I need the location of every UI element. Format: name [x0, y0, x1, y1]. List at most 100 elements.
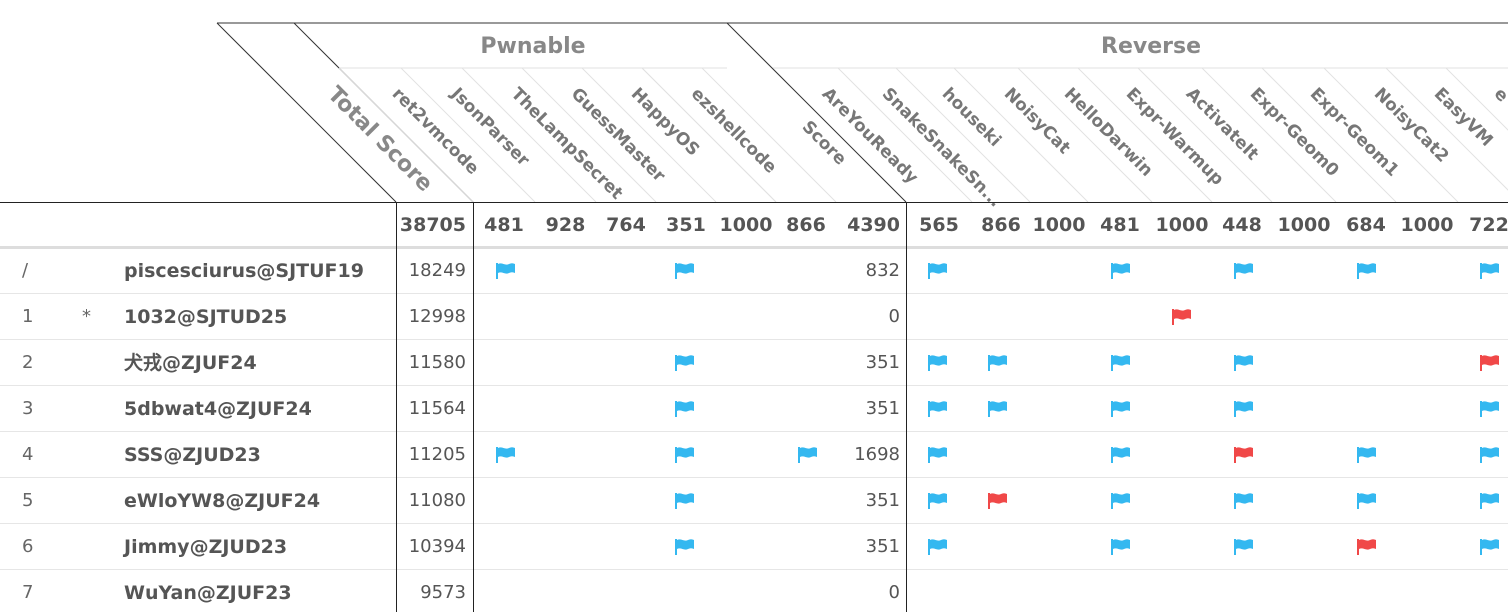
user-total-score: 9573: [420, 582, 466, 603]
first-blood-flag-icon: [1234, 447, 1253, 463]
reverse-column-divider: [1017, 67, 1153, 203]
reverse-column-divider: [837, 67, 973, 203]
column-separator: [906, 202, 907, 612]
solved-flag-icon: [675, 355, 694, 371]
user-total-score: 11564: [408, 398, 466, 419]
user-total-score: 18249: [408, 260, 466, 281]
challenge-points: 928: [545, 214, 586, 236]
pwn-column-divider: [400, 67, 536, 203]
user-name[interactable]: eWloYW8@ZJUF24: [124, 490, 321, 512]
user-name[interactable]: SSS@ZJUD23: [124, 444, 261, 466]
challenge-points: 1000: [1032, 214, 1086, 236]
header-diagonal-lines: [216, 22, 1508, 203]
rank: /: [22, 260, 29, 281]
pwn-score-total: 4390: [847, 214, 900, 236]
first-blood-flag-icon: [1480, 355, 1499, 371]
solved-flag-icon: [1234, 493, 1253, 509]
challenge-points: 684: [1346, 214, 1386, 236]
rank: 5: [22, 490, 34, 511]
reverse-column-divider: [1323, 67, 1459, 203]
solved-flag-icon: [496, 447, 515, 463]
rank: 3: [22, 398, 34, 419]
solved-flag-icon: [496, 263, 515, 279]
solved-flag-icon: [1480, 493, 1499, 509]
first-blood-flag-icon: [1357, 539, 1376, 555]
solved-flag-icon: [928, 447, 947, 463]
reverse-column-divider: [895, 67, 1031, 203]
solved-flag-icon: [1357, 447, 1376, 463]
column-separator: [473, 202, 474, 612]
row-divider: [0, 339, 1508, 340]
challenge-points: 565: [919, 214, 959, 236]
solved-flag-icon: [675, 401, 694, 417]
user-name[interactable]: Jimmy@ZJUD23: [124, 536, 288, 558]
challenge-points: 866: [786, 214, 826, 236]
row-divider: [0, 431, 1508, 432]
rank: 1: [22, 306, 34, 327]
solved-flag-icon: [1234, 401, 1253, 417]
reverse-column-divider: [1137, 67, 1273, 203]
user-pwn-score: 832: [865, 260, 900, 281]
user-total-score: 12998: [408, 306, 466, 327]
reverse-column-divider: [953, 67, 1089, 203]
header-bottom-border: [0, 202, 1508, 203]
solved-flag-icon: [1111, 401, 1130, 417]
user-name[interactable]: 5dbwat4@ZJUF24: [124, 398, 312, 420]
column-separator: [396, 202, 397, 612]
solved-flag-icon: [928, 355, 947, 371]
solved-flag-icon: [928, 493, 947, 509]
points-row-bottom-border: [0, 246, 1508, 249]
user-name[interactable]: piscesciurus@SJTUF19: [124, 260, 364, 282]
solved-flag-icon: [1111, 263, 1130, 279]
user-name[interactable]: WuYan@ZJUF23: [124, 582, 292, 604]
rank-star: *: [82, 306, 91, 327]
solved-flag-icon: [1480, 539, 1499, 555]
pwn-column-divider: [461, 67, 597, 203]
challenge-points: 1000: [1400, 214, 1454, 236]
user-pwn-score: 351: [865, 536, 900, 557]
user-name[interactable]: 犬戎@ZJUF24: [124, 352, 257, 374]
first-blood-flag-icon: [988, 493, 1007, 509]
category-title-pwnable: Pwnable: [480, 34, 586, 59]
solved-flag-icon: [1480, 447, 1499, 463]
pwn-column-divider: [338, 67, 474, 203]
user-pwn-score: 351: [865, 352, 900, 373]
user-total-score: 10394: [408, 536, 466, 557]
solved-flag-icon: [928, 401, 947, 417]
pwn-column-divider: [521, 67, 657, 203]
rank: 7: [22, 582, 34, 603]
user-pwn-score: 351: [865, 490, 900, 511]
solved-flag-icon: [1111, 493, 1130, 509]
user-pwn-score: 0: [888, 582, 900, 603]
pwn-column-divider: [581, 67, 717, 203]
solved-flag-icon: [988, 401, 1007, 417]
user-pwn-score: 1698: [854, 444, 900, 465]
solved-flag-icon: [675, 493, 694, 509]
solved-flag-icon: [1234, 355, 1253, 371]
total-score-value: 38705: [399, 214, 466, 236]
first-blood-flag-icon: [1172, 309, 1191, 325]
category-title-reverse: Reverse: [1101, 34, 1201, 59]
reverse-column-divider: [1261, 67, 1397, 203]
solved-flag-icon: [1234, 539, 1253, 555]
user-name[interactable]: 1032@SJTUD25: [124, 306, 288, 328]
challenge-points: 1000: [1277, 214, 1331, 236]
pwn-column-divider: [641, 67, 777, 203]
challenge-points: 481: [484, 214, 524, 236]
solved-flag-icon: [1111, 447, 1130, 463]
reverse-column-divider: [1445, 67, 1508, 131]
rank: 6: [22, 536, 34, 557]
challenge-points: 1000: [719, 214, 773, 236]
challenge-points: 722: [1469, 214, 1508, 236]
row-divider: [0, 477, 1508, 478]
solved-flag-icon: [1111, 539, 1130, 555]
challenge-points: 481: [1100, 214, 1140, 236]
reverse-column-divider: [1385, 67, 1508, 191]
solved-flag-icon: [1480, 263, 1499, 279]
user-total-score: 11080: [408, 490, 466, 511]
solved-flag-icon: [798, 447, 817, 463]
solved-flag-icon: [928, 539, 947, 555]
solved-flag-icon: [1480, 401, 1499, 417]
user-pwn-score: 351: [865, 398, 900, 419]
